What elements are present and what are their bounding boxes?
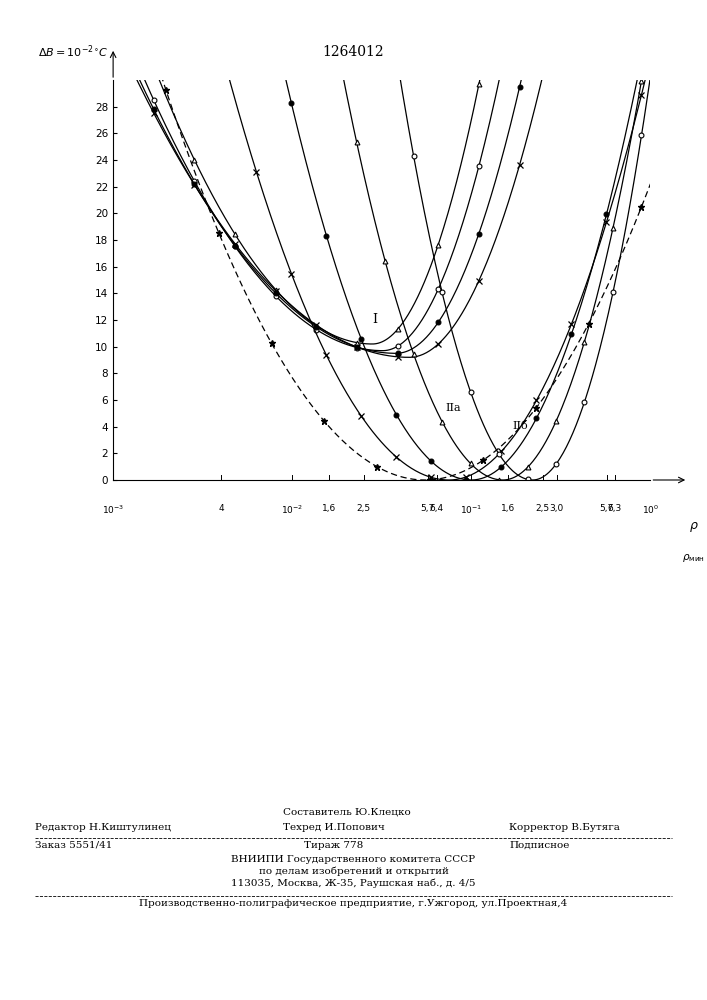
Text: 10$^{-1}$: 10$^{-1}$ [460,504,482,516]
Text: 1264012: 1264012 [322,45,385,59]
Text: Техред И.Попович: Техред И.Попович [283,823,385,832]
Text: $\rho_{\rm{мин}}$: $\rho_{\rm{мин}}$ [682,552,705,564]
Text: I: I [373,313,378,326]
Text: Составитель Ю.Клецко: Составитель Ю.Клецко [283,808,411,817]
Text: 5,7: 5,7 [600,504,614,513]
Text: 4: 4 [218,504,223,513]
Text: 2,5: 2,5 [356,504,370,513]
Text: 10$^{-2}$: 10$^{-2}$ [281,504,303,516]
Text: ВНИИПИ Государственного комитета СССР: ВНИИПИ Государственного комитета СССР [231,855,476,864]
Text: 3,0: 3,0 [549,504,564,513]
Text: 10$^{-3}$: 10$^{-3}$ [102,504,124,516]
Text: $\rho$: $\rho$ [689,520,699,534]
Text: Производственно-полиграфическое предприятие, г.Ужгород, ул.Проектная,4: Производственно-полиграфическое предприя… [139,899,568,908]
Text: 6,3: 6,3 [607,504,621,513]
Text: Заказ 5551/41: Заказ 5551/41 [35,841,112,850]
Text: Редактор Н.Киштулинец: Редактор Н.Киштулинец [35,823,171,832]
Text: 1,6: 1,6 [322,504,336,513]
Text: 6,4: 6,4 [430,504,444,513]
Text: 1,6: 1,6 [501,504,515,513]
Text: 113035, Москва, Ж-35, Раушская наб., д. 4/5: 113035, Москва, Ж-35, Раушская наб., д. … [231,879,476,888]
Text: $\Delta B{=}10^{-2}{}^{\circ}C$: $\Delta B{=}10^{-2}{}^{\circ}C$ [38,43,108,60]
Text: по делам изобретений и открытий: по делам изобретений и открытий [259,866,448,876]
Text: Тираж 778: Тираж 778 [304,841,363,850]
Text: IIа: IIа [446,403,462,413]
Text: Подписное: Подписное [509,841,569,850]
Text: IIб: IIб [513,421,528,431]
Text: 10$^{0}$: 10$^{0}$ [642,504,659,516]
Text: 5,7: 5,7 [421,504,435,513]
Text: Корректор В.Бутяга: Корректор В.Бутяга [509,823,620,832]
Text: 2,5: 2,5 [535,504,549,513]
